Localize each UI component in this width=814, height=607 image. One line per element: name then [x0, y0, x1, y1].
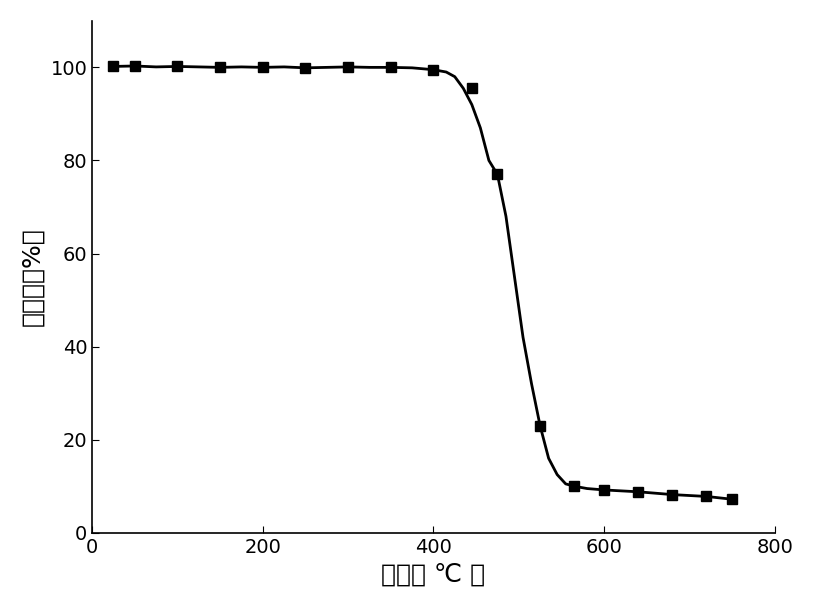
Y-axis label: 失重量（%）: 失重量（%）: [21, 228, 45, 326]
X-axis label: 温度（ ℃ ）: 温度（ ℃ ）: [382, 562, 485, 586]
